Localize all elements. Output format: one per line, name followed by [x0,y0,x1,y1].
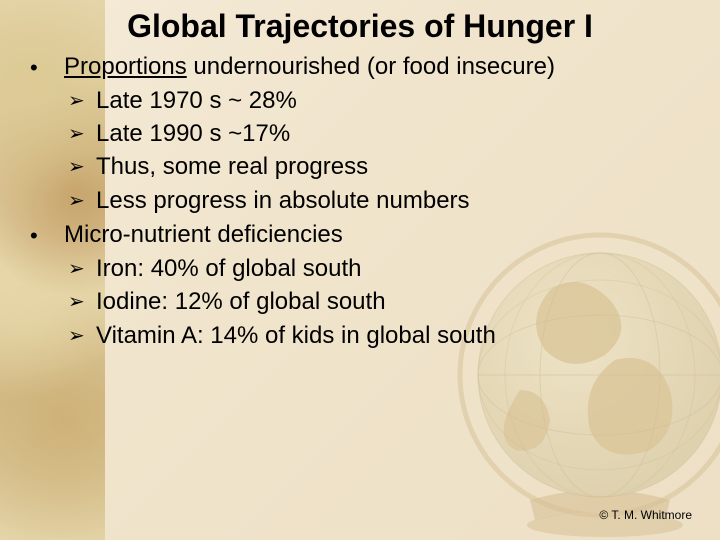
bullet-text: Proportions undernourished (or food inse… [64,51,555,82]
chevron-icon: ➢ [68,118,96,148]
chevron-icon: ➢ [68,151,96,181]
bullet-proportions: • Proportions undernourished (or food in… [30,51,696,83]
subbullet-text: Late 1970 s ~ 28% [96,85,297,117]
subbullet-text: Vitamin A: 14% of kids in global south [96,320,496,352]
slide-body: • Proportions undernourished (or food in… [24,51,696,352]
chevron-icon: ➢ [68,253,96,283]
subbullet-text: Iron: 40% of global south [96,253,362,285]
subbullet-text: Late 1990 s ~17% [96,118,290,150]
subbullet-iodine: ➢ Iodine: 12% of global south [68,286,696,318]
subbullet-1970s: ➢ Late 1970 s ~ 28% [68,85,696,117]
bullet-rest: undernourished (or food insecure) [187,53,555,80]
slide-container: Global Trajectories of Hunger I • Propor… [0,0,720,540]
bullet-dot-icon: • [30,51,64,83]
chevron-icon: ➢ [68,85,96,115]
underlined-word: Proportions [64,53,187,80]
subbullet-vitamin-a: ➢ Vitamin A: 14% of kids in global south [68,320,696,352]
bullet-text: Micro-nutrient deficiencies [64,219,343,250]
bullet-micronutrient: • Micro-nutrient deficiencies [30,219,696,251]
bullet-dot-icon: • [30,219,64,251]
slide-title: Global Trajectories of Hunger I [24,8,696,45]
chevron-icon: ➢ [68,185,96,215]
subbullet-progress: ➢ Thus, some real progress [68,151,696,183]
subbullet-text: Iodine: 12% of global south [96,286,386,318]
subbullet-iron: ➢ Iron: 40% of global south [68,253,696,285]
subbullet-1990s: ➢ Late 1990 s ~17% [68,118,696,150]
chevron-icon: ➢ [68,286,96,316]
subbullet-text: Less progress in absolute numbers [96,185,470,217]
chevron-icon: ➢ [68,320,96,350]
copyright-text: © T. M. Whitmore [599,508,692,522]
subbullet-absolute: ➢ Less progress in absolute numbers [68,185,696,217]
subbullet-text: Thus, some real progress [96,151,368,183]
